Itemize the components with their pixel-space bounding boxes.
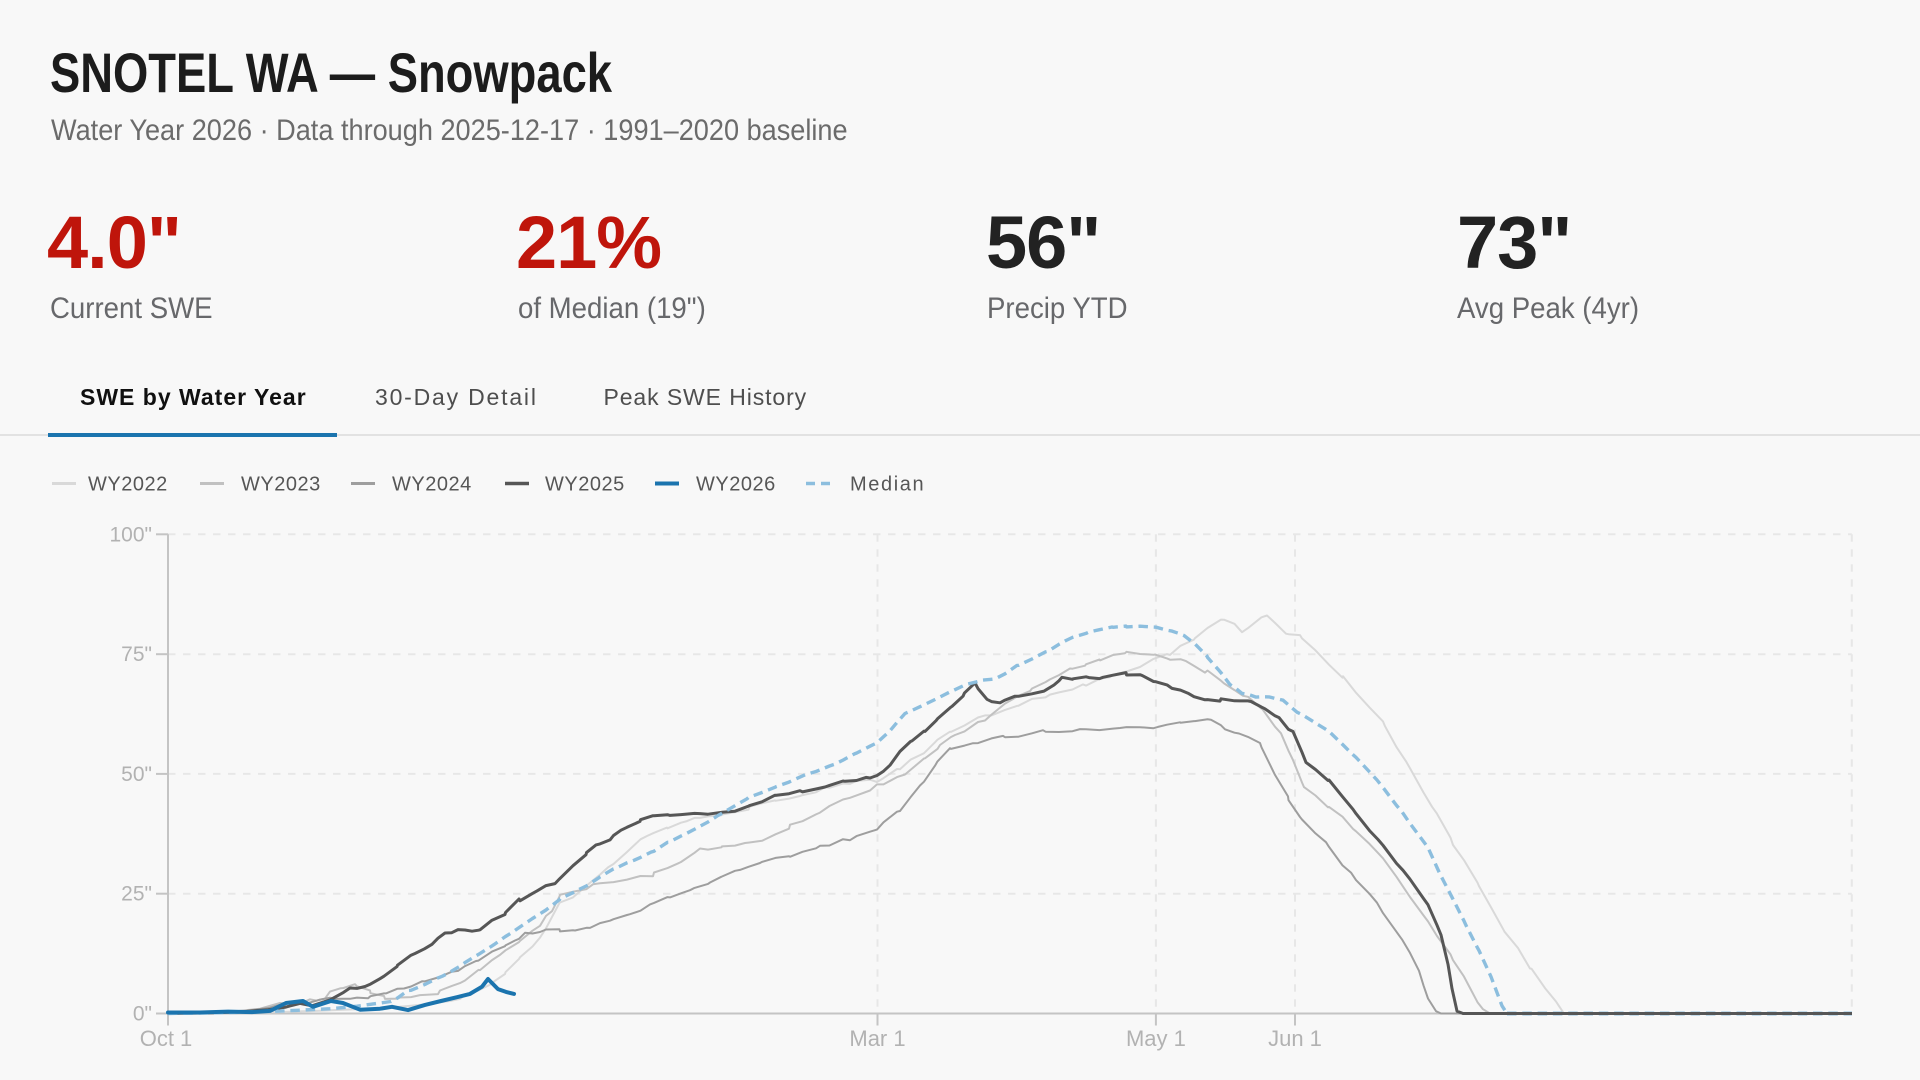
svg-text:WY2026: WY2026: [696, 474, 776, 496]
svg-text:May 1: May 1: [1126, 1026, 1186, 1051]
svg-text:WY2023: WY2023: [241, 474, 321, 496]
svg-text:WY2024: WY2024: [392, 474, 472, 496]
svg-text:Mar 1: Mar 1: [849, 1026, 905, 1051]
svg-text:Oct 1: Oct 1: [140, 1026, 193, 1051]
svg-text:WY2025: WY2025: [545, 474, 625, 496]
svg-text:Jun 1: Jun 1: [1268, 1026, 1322, 1051]
svg-text:50": 50": [121, 763, 152, 786]
svg-text:Median: Median: [850, 474, 925, 496]
svg-text:0": 0": [133, 1003, 152, 1026]
svg-text:100": 100": [110, 523, 153, 546]
svg-text:75": 75": [121, 643, 152, 666]
svg-text:WY2022: WY2022: [88, 474, 168, 496]
svg-text:25": 25": [121, 883, 152, 906]
